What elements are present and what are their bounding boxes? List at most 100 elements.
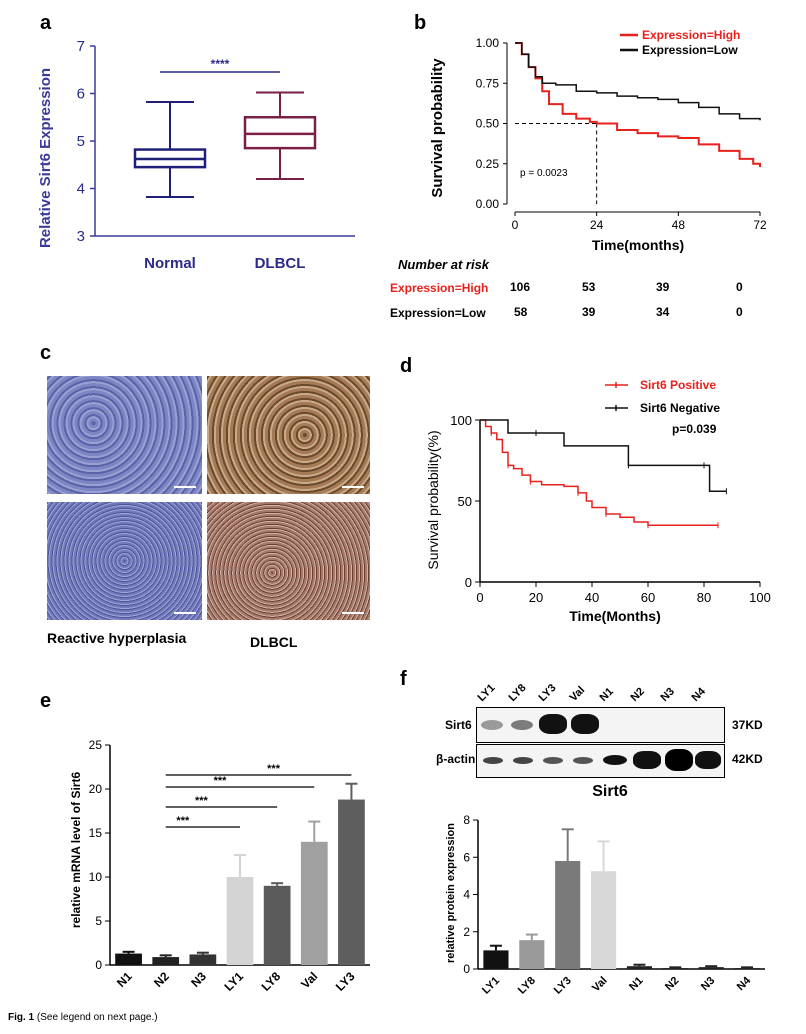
boxplot-a: Relative Sirt6 Expression 3 4 5 6 7 **** Nor… bbox=[37, 38, 355, 272]
bar-n4 bbox=[734, 966, 760, 970]
lane-label-n3: N3 bbox=[658, 685, 677, 704]
ylabel-e: relative mRNA level of Sirt6 bbox=[69, 772, 83, 929]
y-tick-label: 5 bbox=[95, 914, 102, 928]
panel-letter-b: b bbox=[414, 12, 427, 34]
band-actin-ly8 bbox=[513, 757, 533, 764]
bar-ly3 bbox=[338, 782, 365, 965]
lane-label-ly8: LY8 bbox=[506, 681, 529, 704]
label-dlbcl: DLBCL bbox=[250, 634, 298, 650]
ylabel-d: Survival probability(%) bbox=[425, 430, 441, 569]
y-tick-label: 6 bbox=[463, 850, 470, 864]
x-tick-label: 100 bbox=[749, 590, 771, 605]
x-tick-label: N1 bbox=[627, 975, 645, 993]
bar-ly8 bbox=[519, 933, 545, 969]
risk-low-24: 39 bbox=[582, 305, 596, 319]
ihc-image-reactive-high-mag bbox=[47, 376, 202, 494]
x-tick-label: Val bbox=[298, 969, 320, 991]
axes-b: 0.00 0.25 0.50 0.75 1.00 0 24 48 72 bbox=[476, 36, 767, 232]
caption-label: Fig. 1 bbox=[8, 1012, 35, 1023]
x-tick-label: N2 bbox=[663, 975, 681, 993]
y-tick-label: 1.00 bbox=[476, 36, 500, 50]
survival-curves-b bbox=[515, 42, 761, 167]
curve-high bbox=[515, 42, 761, 167]
x-tick-label: 0 bbox=[476, 590, 483, 605]
scale-bar bbox=[174, 612, 196, 614]
x-tick-label: LY8 bbox=[516, 975, 538, 997]
km-plot-b: Survival probability 0.00 0.25 0.50 0.75 1.0… bbox=[429, 28, 767, 253]
y-tick-label: 50 bbox=[458, 494, 472, 509]
y-tick-label: 4 bbox=[77, 181, 85, 198]
box-dlbcl bbox=[243, 91, 317, 180]
bar-val bbox=[300, 820, 328, 965]
x-tick-label: 0 bbox=[512, 218, 519, 232]
survival-curves-d bbox=[480, 419, 727, 529]
panel-letter-d: d bbox=[400, 355, 413, 377]
legend-high: Expression=High bbox=[642, 28, 740, 42]
bar-chart-f: Sirt6 relative protein expression 02468 … bbox=[445, 783, 765, 997]
y-tick-label: 8 bbox=[463, 813, 470, 827]
x-tick-label: 72 bbox=[753, 218, 767, 232]
x-tick-label: N1 bbox=[114, 969, 135, 990]
significance-star: *** bbox=[195, 795, 209, 807]
blot-label-actin: β-actin bbox=[436, 752, 476, 766]
ylabel-b: Survival probability bbox=[429, 58, 446, 198]
blot-strip-actin bbox=[476, 744, 725, 778]
blot-label-sirt6: Sirt6 bbox=[445, 718, 472, 732]
panel-letter-a: a bbox=[40, 12, 52, 34]
risk-low-48: 34 bbox=[656, 305, 670, 319]
band-actin-n2 bbox=[633, 751, 661, 769]
label-reactive-hyperplasia: Reactive hyperplasia bbox=[47, 630, 187, 646]
ihc-image-dlbcl-low-mag bbox=[207, 502, 370, 620]
blot-strip-sirt6 bbox=[476, 707, 725, 743]
bar-val bbox=[591, 840, 617, 969]
band-actin-n1 bbox=[603, 755, 627, 765]
x-tick-label: LY1 bbox=[480, 975, 502, 997]
y-tick-label: 0 bbox=[465, 575, 472, 590]
curve-negative bbox=[480, 419, 727, 493]
band-sirt6-ly3 bbox=[539, 714, 567, 734]
x-tick-label: N3 bbox=[188, 969, 209, 990]
pvalue-b: p = 0.0023 bbox=[520, 168, 568, 179]
boxes-a bbox=[133, 91, 317, 199]
band-sirt6-val bbox=[571, 714, 599, 734]
significance-a: **** bbox=[211, 57, 230, 71]
blot-size-actin: 42KD bbox=[732, 752, 763, 766]
y-tick-label: 5 bbox=[77, 133, 85, 150]
legend-positive: Sirt6 Positive bbox=[640, 378, 716, 392]
risk-label-high: Expression=High bbox=[390, 281, 489, 295]
x-tick-label: LY3 bbox=[333, 969, 358, 994]
caption-text: (See legend on next page.) bbox=[36, 1012, 158, 1023]
bar-ly1 bbox=[483, 944, 509, 969]
y-tick-label: 0 bbox=[95, 958, 102, 972]
risk-high-24: 53 bbox=[582, 280, 596, 294]
box-normal bbox=[133, 101, 207, 199]
curve-low bbox=[515, 42, 761, 121]
risk-high-48: 39 bbox=[656, 280, 670, 294]
y-tick-label: 3 bbox=[77, 228, 85, 245]
blot-size-sirt6: 37KD bbox=[732, 718, 763, 732]
scale-bar bbox=[342, 612, 364, 614]
ihc-image-dlbcl-high-mag bbox=[207, 376, 370, 494]
y-tick-label: 0 bbox=[463, 962, 470, 976]
scale-bar bbox=[342, 486, 364, 488]
x-tick-label: Val bbox=[590, 975, 610, 995]
significance-star: *** bbox=[214, 775, 228, 787]
ihc-image-reactive-low-mag bbox=[47, 502, 202, 620]
y-tick-label: 6 bbox=[77, 86, 85, 103]
x-tick-label: 20 bbox=[529, 590, 543, 605]
bar-chart-e: relative mRNA level of Sirt6 0510152025 … bbox=[69, 738, 370, 994]
lane-label-ly1: LY1 bbox=[475, 681, 498, 704]
bar-n3 bbox=[698, 965, 724, 969]
panel-letter-e: e bbox=[40, 690, 52, 712]
legend-low: Expression=Low bbox=[642, 43, 738, 57]
bar-n2 bbox=[152, 954, 180, 965]
x-tick-label: LY8 bbox=[259, 969, 284, 994]
x-tick-label: N2 bbox=[151, 969, 172, 990]
x-tick-label: N4 bbox=[735, 974, 754, 993]
band-actin-ly1 bbox=[483, 757, 503, 764]
ylabel-a: Relative Sirt6 Expression bbox=[37, 68, 54, 248]
x-tick-label: LY1 bbox=[221, 969, 246, 994]
y-tick-label: 0.00 bbox=[476, 197, 500, 211]
x-tick-label: 24 bbox=[590, 218, 604, 232]
y-tick-label: 0.50 bbox=[476, 117, 500, 131]
